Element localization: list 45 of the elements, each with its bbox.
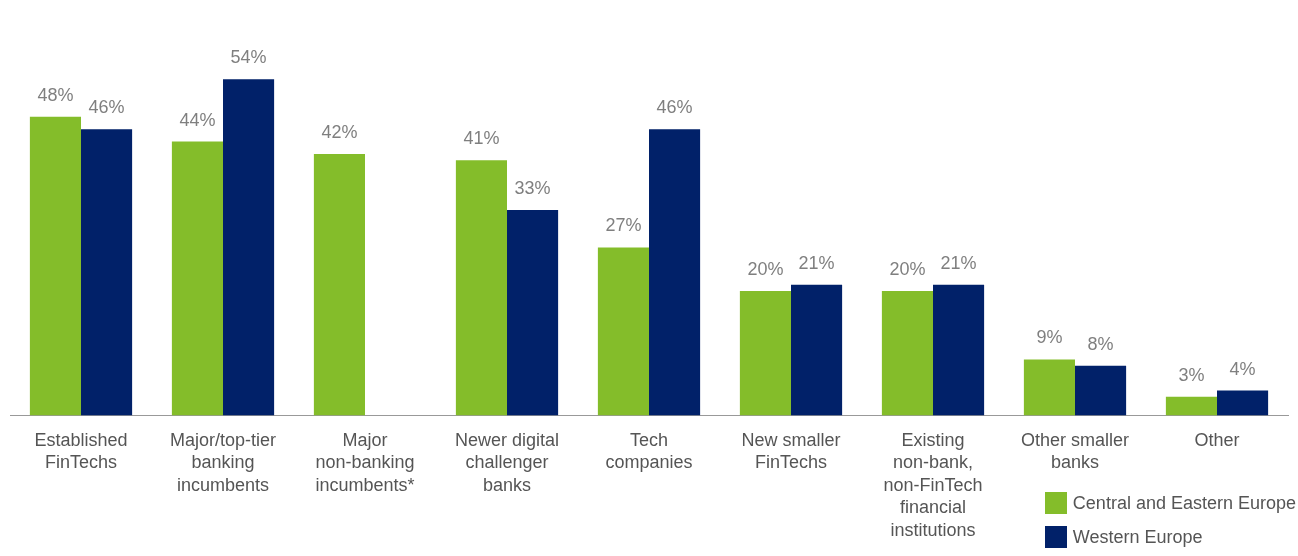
bar	[313, 154, 365, 416]
x-tick-label: Established FinTechs	[34, 429, 128, 473]
bar	[791, 284, 843, 416]
bar	[223, 79, 275, 416]
x-tick-label: Existing non-bank, non-FinTech financial institutions	[883, 429, 983, 540]
data-label: 41%	[463, 128, 500, 149]
data-label: 21%	[798, 252, 835, 273]
bar	[81, 129, 133, 416]
x-tick-label: Other smaller banks	[1020, 429, 1130, 473]
data-label: 33%	[514, 178, 551, 199]
data-label: 46%	[656, 97, 693, 118]
bar	[933, 284, 985, 416]
bar	[1217, 390, 1269, 416]
data-label: 21%	[940, 252, 977, 273]
data-label: 8%	[1087, 333, 1114, 354]
legend-label: Central and Eastern Europe	[1072, 492, 1296, 514]
bar	[29, 116, 81, 416]
bar	[1023, 359, 1075, 416]
x-tick-label: New smaller FinTechs	[741, 429, 841, 473]
legend-label: Western Europe	[1072, 526, 1203, 548]
bar	[649, 129, 701, 416]
data-label: 27%	[605, 215, 642, 236]
data-label: 46%	[88, 97, 125, 118]
data-label: 54%	[230, 47, 267, 68]
x-tick-label: Newer digital challenger banks	[454, 429, 560, 495]
bar	[507, 210, 559, 416]
bar	[171, 141, 223, 416]
x-tick-label: Major non-banking incumbents*	[315, 429, 415, 495]
bar	[1165, 396, 1217, 416]
x-tick-label: Major/top-tier banking incumbents	[169, 429, 277, 495]
data-label: 20%	[889, 258, 926, 279]
data-label: 3%	[1178, 364, 1205, 385]
data-label: 4%	[1229, 358, 1256, 379]
x-tick-label: Tech companies	[605, 429, 693, 473]
bar	[1075, 365, 1127, 416]
data-label: 42%	[321, 122, 358, 143]
data-label: 20%	[747, 258, 784, 279]
data-label: 48%	[37, 84, 74, 105]
data-label: 9%	[1036, 327, 1063, 348]
data-label: 44%	[179, 109, 216, 130]
bar	[597, 247, 649, 416]
bar	[739, 291, 791, 416]
bar	[455, 160, 507, 416]
x-tick-label: Other	[1194, 429, 1240, 450]
bar	[881, 291, 933, 416]
